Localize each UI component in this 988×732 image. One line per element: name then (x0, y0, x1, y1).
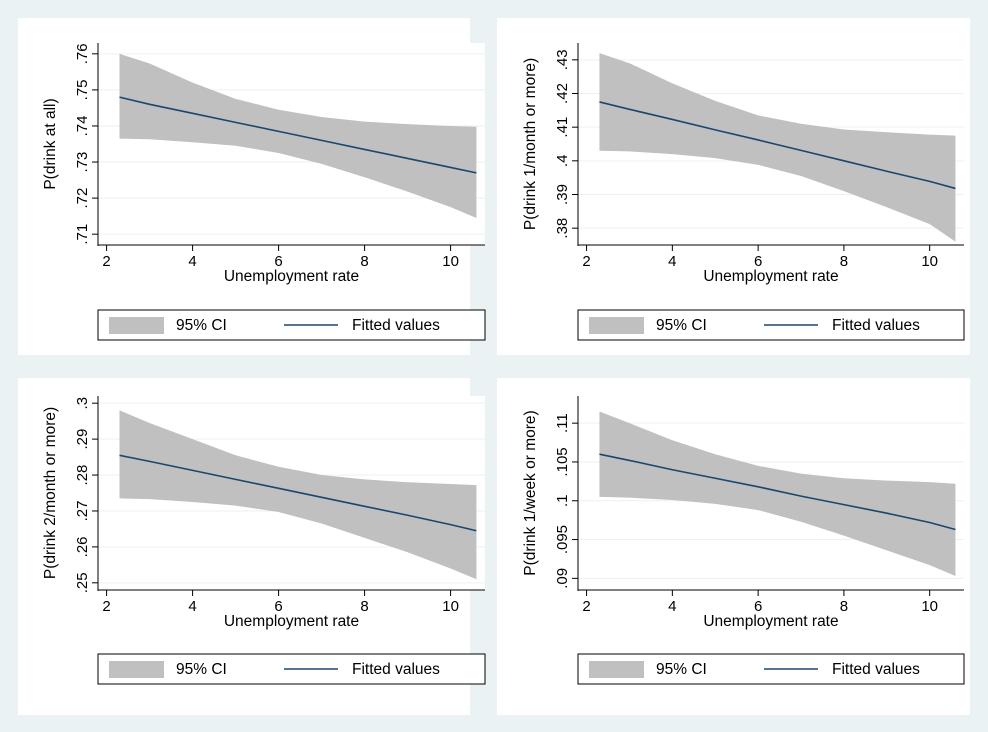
legend-swatch-ci (109, 661, 164, 678)
legend-label-ci: 95% CI (176, 317, 227, 334)
x-tick-label: 10 (921, 598, 938, 615)
x-tick-label: 4 (188, 598, 196, 615)
x-tick-label: 10 (921, 253, 938, 270)
y-tick-label: .41 (554, 117, 571, 138)
x-tick-label: 4 (668, 253, 676, 270)
y-tick-label: .75 (74, 79, 91, 100)
y-tick-label: .28 (74, 465, 91, 486)
y-tick-label: .3 (74, 397, 91, 410)
x-tick-label: 8 (360, 598, 368, 615)
y-tick-label: .25 (74, 572, 91, 593)
legend-label-fitted: Fitted values (832, 317, 920, 334)
legend-label-ci: 95% CI (176, 661, 227, 678)
y-axis-title: P(drink at all) (42, 98, 59, 189)
legend-swatch-ci (109, 317, 164, 334)
y-axis-title: P(drink 1/month or more) (522, 58, 539, 230)
legend-label-fitted: Fitted values (352, 661, 440, 678)
y-tick-label: .29 (74, 429, 91, 450)
y-tick-label: .1 (554, 495, 571, 508)
x-tick-label: 2 (102, 253, 110, 270)
x-tick-label: 6 (754, 598, 762, 615)
legend-label-ci: 95% CI (656, 317, 707, 334)
chart-panel-2: 2 4 6 8 10 .38 .39 .4 .41 .42 .43 Unemployment rate… (497, 18, 970, 355)
y-tick-label: .42 (554, 83, 571, 104)
x-tick-label: 8 (360, 253, 368, 270)
y-tick-label: .26 (74, 536, 91, 557)
fitted-line (119, 454, 477, 532)
fitted-line (599, 453, 956, 531)
x-tick-label: 2 (582, 253, 590, 270)
x-tick-label: 2 (102, 598, 110, 615)
legend-label-fitted: Fitted values (352, 317, 440, 334)
x-tick-label: 10 (442, 253, 459, 270)
y-tick-label: .09 (554, 568, 571, 589)
y-tick-label: .27 (74, 501, 91, 522)
x-axis-title: Unemployment rate (224, 613, 359, 630)
chart-panel-3: 2 4 6 8 10 .25 .26 .27 .28 .29 .3 Unemployment rate… (18, 378, 486, 715)
x-axis-title: Unemployment rate (703, 613, 838, 630)
chart-panel-1: 2 4 6 8 10 .71 .72 .73 .74 .75 .76 Unemployment rat… (18, 18, 486, 355)
y-tick-label: .72 (74, 188, 91, 209)
x-tick-label: 6 (754, 253, 762, 270)
x-axis-title: Unemployment rate (224, 268, 359, 285)
x-tick-label: 10 (442, 598, 459, 615)
x-tick-label: 4 (188, 253, 196, 270)
y-axis-title: P(drink 1/week or more) (522, 410, 539, 575)
x-tick-label: 6 (274, 598, 282, 615)
x-tick-label: 2 (582, 598, 590, 615)
ci-band (599, 53, 956, 242)
y-tick-label: .74 (74, 116, 91, 137)
y-tick-label: .38 (554, 218, 571, 239)
y-tick-label: .4 (554, 155, 571, 168)
chart-panel-4: 2 4 6 8 10 .09 .095 .1 .105 .11 Unemployment rate P… (497, 378, 970, 715)
y-tick-label: .11 (554, 413, 571, 433)
y-tick-label: .39 (554, 184, 571, 205)
legend-swatch-ci (589, 661, 644, 678)
y-axis-title: P(drink 2/month or more) (42, 407, 59, 579)
fitted-line (119, 96, 477, 174)
x-tick-label: 8 (840, 253, 848, 270)
y-tick-label: .095 (554, 525, 571, 554)
legend-label-ci: 95% CI (656, 661, 707, 678)
x-tick-label: 4 (668, 598, 676, 615)
fitted-line (599, 101, 956, 190)
legend-swatch-ci (589, 317, 644, 334)
ci-band (599, 411, 956, 577)
y-tick-label: .105 (554, 447, 571, 476)
legend-label-fitted: Fitted values (832, 661, 920, 678)
y-tick-label: .76 (74, 43, 91, 64)
y-tick-label: .71 (74, 224, 91, 245)
y-tick-label: .43 (554, 49, 571, 70)
x-axis-title: Unemployment rate (703, 268, 838, 285)
ci-band (119, 410, 477, 580)
x-tick-label: 8 (840, 598, 848, 615)
x-tick-label: 6 (274, 253, 282, 270)
y-tick-label: .73 (74, 152, 91, 173)
